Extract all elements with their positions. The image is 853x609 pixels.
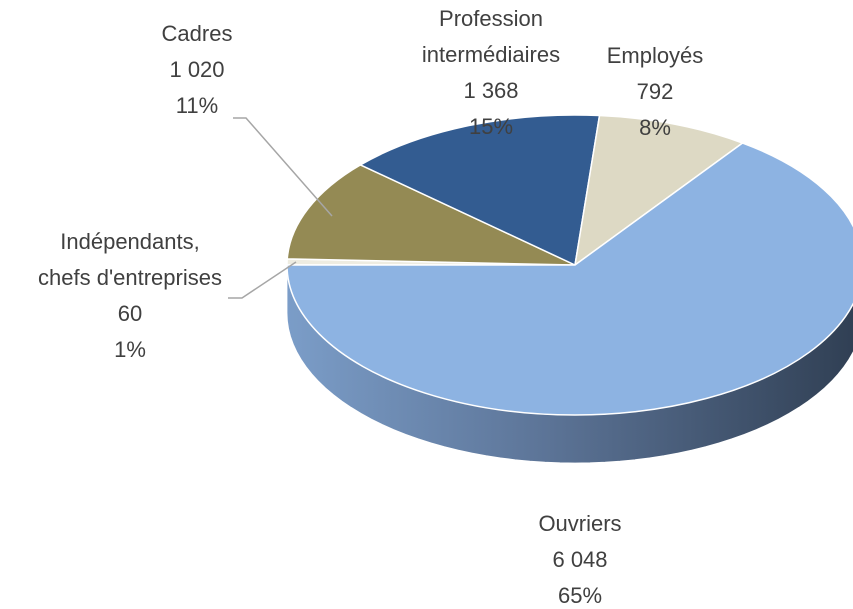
- category-label: Profession intermédiaires: [422, 6, 560, 67]
- percent-label: 11%: [176, 93, 218, 118]
- percent-label: 65%: [558, 583, 602, 608]
- category-label: Employés: [607, 43, 704, 68]
- slice: [573, 114, 745, 267]
- value-label: 6 048: [552, 547, 607, 572]
- percent-label: 15%: [469, 114, 513, 139]
- value-label: 60: [118, 301, 142, 326]
- percent-label: 8%: [639, 115, 671, 140]
- category-label: Ouvriers: [538, 511, 621, 536]
- category-label: Indépendants, chefs d'entreprises: [38, 229, 222, 290]
- value-label: 1 020: [169, 57, 224, 82]
- category-label: Cadres: [162, 21, 233, 46]
- value-label: 792: [637, 79, 674, 104]
- slice: [286, 142, 853, 416]
- leader-line: [233, 117, 333, 217]
- percent-label: 1%: [114, 337, 146, 362]
- value-label: 1 368: [463, 78, 518, 103]
- slice: [286, 164, 576, 266]
- leader-line: [228, 261, 297, 299]
- slice: [358, 114, 601, 267]
